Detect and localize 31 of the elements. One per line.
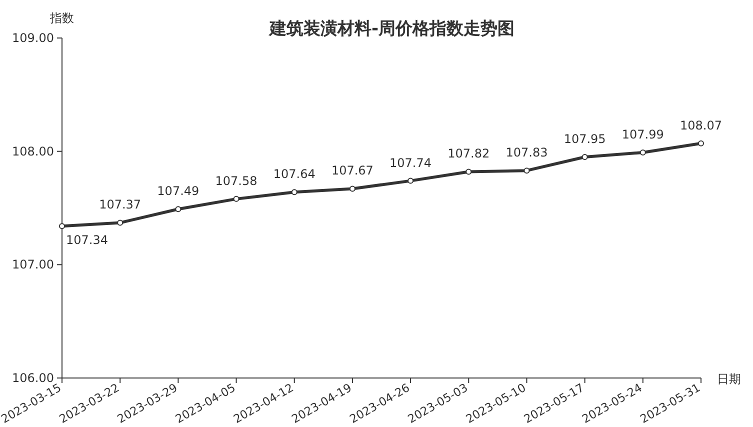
y-tick-label: 109.00 <box>12 31 54 45</box>
point <box>117 220 124 226</box>
point <box>582 154 588 160</box>
point <box>698 140 704 146</box>
data-label: 107.64 <box>273 167 316 182</box>
y-tick-label: 107.00 <box>12 258 54 272</box>
point <box>466 168 472 175</box>
data-label: 107.49 <box>157 184 200 198</box>
point <box>233 196 240 202</box>
y-tick-label: 106.00 <box>12 371 54 385</box>
point <box>349 186 356 192</box>
data-label: 107.37 <box>99 198 142 212</box>
point <box>408 178 414 184</box>
x-axis-title: 日期 <box>717 372 741 386</box>
data-label: 107.82 <box>448 146 490 161</box>
data-label: 108.07 <box>680 118 722 132</box>
data-label: 107.99 <box>622 127 664 142</box>
y-tick-label: 108.00 <box>12 144 54 158</box>
point <box>640 149 646 156</box>
point <box>524 168 530 174</box>
point <box>59 223 65 230</box>
data-label: 107.83 <box>506 146 548 160</box>
data-label: 107.95 <box>564 132 606 146</box>
point <box>175 206 182 212</box>
point <box>291 189 298 196</box>
y-axis-title: 指数 <box>49 11 74 25</box>
chart-title: 建筑装潢材料-周价格指数走势图 <box>267 19 515 39</box>
data-label: 107.74 <box>390 156 432 170</box>
data-label: 107.67 <box>331 164 374 178</box>
data-label: 107.34 <box>66 233 108 248</box>
data-label: 107.58 <box>215 174 258 188</box>
